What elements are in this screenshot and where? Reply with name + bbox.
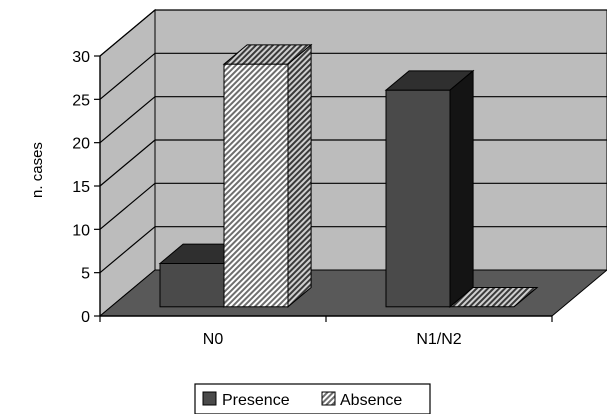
x-category-labels: N0 N1/N2	[203, 331, 462, 348]
gridline	[99, 9, 607, 57]
axes	[94, 55, 553, 322]
y-tick-label: 25	[72, 92, 90, 109]
bars	[158, 43, 539, 308]
y-tick-label: 10	[72, 222, 90, 239]
x-category-label: N1/N2	[416, 331, 461, 348]
bar-absence-n0	[222, 43, 313, 308]
bar-side-face	[449, 69, 474, 308]
y-tick-label: 15	[72, 179, 90, 196]
y-tick-label: 5	[81, 266, 90, 283]
legend-swatch-absence	[321, 391, 336, 406]
x-category-label: N0	[203, 331, 224, 348]
legend-swatch-presence	[202, 391, 217, 406]
bar-presence-n1n2	[384, 69, 475, 308]
y-axis-title: n. cases	[29, 142, 46, 198]
y-tick-label: 20	[72, 136, 90, 153]
bar-absence-n1n2	[448, 286, 539, 308]
y-tick-label: 30	[72, 49, 90, 66]
gridline	[99, 52, 607, 100]
bar-front-face	[385, 89, 451, 308]
bar-front-face	[159, 262, 225, 308]
legend: Presence Absence	[194, 383, 431, 414]
legend-label-absence: Absence	[340, 392, 402, 409]
bar-front-face	[223, 63, 289, 308]
y-tick-labels: 0 5 10 15 20 25 30	[72, 49, 90, 326]
legend-label-presence: Presence	[222, 392, 290, 409]
bar-side-face	[513, 287, 538, 308]
legend-box	[194, 383, 431, 414]
bar-side-face	[287, 43, 312, 308]
y-tick-label: 0	[81, 309, 90, 326]
